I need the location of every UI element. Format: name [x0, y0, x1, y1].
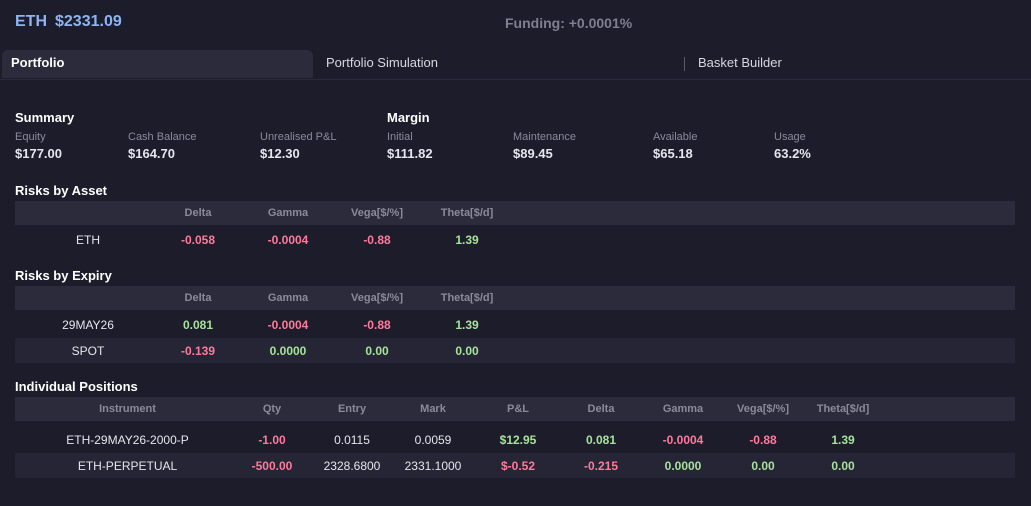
instrument-name: ETH-PERPETUAL — [77, 459, 178, 473]
theta-value: 0.00 — [455, 344, 479, 358]
column-header: P&L — [507, 403, 529, 415]
delta-value: -0.058 — [180, 233, 216, 247]
delta-value: -0.215 — [583, 459, 619, 473]
table-row: SPOT -0.139 0.0000 0.00 0.00 — [15, 338, 1015, 363]
tab-basket-builder[interactable]: Basket Builder — [698, 55, 782, 70]
entry-value: 0.0115 — [334, 433, 370, 447]
column-header: Gamma — [662, 403, 704, 415]
tab-bar: Portfolio Portfolio Simulation Basket Bu… — [0, 50, 1031, 80]
margin-usage-value: 63.2% — [774, 146, 811, 161]
available-margin-value: $65.18 — [653, 146, 693, 161]
unrealised-pnl-label: Unrealised P&L — [260, 131, 337, 143]
gamma-value: 0.0000 — [269, 344, 307, 358]
tab-portfolio[interactable]: Portfolio — [2, 50, 313, 78]
entry-value: 2328.6800 — [323, 459, 381, 473]
vega-value: -0.88 — [363, 233, 391, 247]
theta-value: 1.39 — [831, 433, 855, 447]
row-name: ETH — [76, 233, 100, 247]
risks-by-asset-title: Risks by Asset — [15, 183, 108, 198]
column-header: Mark — [420, 403, 446, 415]
maintenance-margin-label: Maintenance — [513, 131, 576, 143]
column-header: Delta — [184, 292, 212, 304]
column-header: Theta[$/d] — [440, 207, 494, 219]
column-header: Vega[$/%] — [351, 207, 403, 219]
unrealised-pnl-value: $12.30 — [260, 146, 300, 161]
margin-usage-label: Usage — [774, 131, 806, 143]
table-row: 29MAY26 0.081 -0.0004 -0.88 1.39 — [15, 312, 1015, 337]
column-header: Vega[$/%] — [351, 292, 403, 304]
row-name: 29MAY26 — [62, 318, 114, 332]
positions-title: Individual Positions — [15, 379, 138, 394]
column-header: Gamma — [267, 207, 309, 219]
mark-value: 2331.1000 — [404, 459, 462, 473]
mark-value: 0.0059 — [414, 433, 452, 447]
cash-balance-label: Cash Balance — [128, 131, 197, 143]
table-row[interactable]: ETH-PERPETUAL -500.00 2328.6800 2331.100… — [15, 453, 1015, 478]
column-header: Vega[$/%] — [737, 403, 789, 415]
delta-value: 0.081 — [585, 433, 617, 447]
asset-price: $2331.09 — [55, 13, 122, 30]
row-name: SPOT — [71, 344, 105, 358]
initial-margin-value: $111.82 — [387, 146, 433, 161]
column-header: Delta — [184, 207, 212, 219]
pnl-value: $-0.52 — [500, 459, 536, 473]
asset-symbol: ETH — [15, 13, 47, 30]
top-bar: ETH $2331.09 Funding: +0.0001% — [0, 0, 1031, 46]
qty-value: -1.00 — [258, 433, 286, 447]
theta-value: 1.39 — [455, 318, 479, 332]
column-header: Entry — [337, 403, 367, 415]
summary-title: Summary — [15, 110, 75, 125]
vega-value: -0.88 — [363, 318, 391, 332]
risks-by-expiry-title: Risks by Expiry — [15, 268, 112, 283]
initial-margin-label: Initial — [387, 131, 413, 143]
column-header: Qty — [262, 403, 282, 415]
gamma-value: -0.0004 — [267, 233, 309, 247]
theta-value: 0.00 — [831, 459, 855, 473]
column-header: Theta[$/d] — [816, 403, 870, 415]
table-row[interactable]: ETH-29MAY26-2000-P -1.00 0.0115 0.0059 $… — [15, 427, 1015, 452]
column-header: Instrument — [99, 403, 156, 415]
gamma-value: 0.0000 — [664, 459, 702, 473]
vega-value: -0.88 — [749, 433, 777, 447]
available-margin-label: Available — [653, 131, 698, 143]
risks-by-asset-header: Delta Gamma Vega[$/%] Theta[$/d] — [15, 201, 1015, 225]
column-header: Delta — [587, 403, 615, 415]
gamma-value: -0.0004 — [662, 433, 704, 447]
theta-value: 1.39 — [455, 233, 479, 247]
vega-value: 0.00 — [365, 344, 389, 358]
equity-label: Equity — [15, 131, 46, 143]
funding-rate: Funding: +0.0001% — [505, 15, 633, 31]
risks-by-expiry-header: Delta Gamma Vega[$/%] Theta[$/d] — [15, 286, 1015, 310]
tab-portfolio-simulation[interactable]: Portfolio Simulation — [326, 55, 438, 70]
delta-value: 0.081 — [182, 318, 214, 332]
maintenance-margin-value: $89.45 — [513, 146, 553, 161]
instrument-name: ETH-29MAY26-2000-P — [66, 433, 189, 447]
delta-value: -0.139 — [180, 344, 216, 358]
tab-divider — [684, 57, 685, 71]
cash-balance-value: $164.70 — [128, 146, 175, 161]
table-row: ETH -0.058 -0.0004 -0.88 1.39 — [15, 227, 1015, 252]
margin-title: Margin — [387, 110, 430, 125]
column-header: Gamma — [267, 292, 309, 304]
equity-value: $177.00 — [15, 146, 62, 161]
vega-value: 0.00 — [751, 459, 775, 473]
column-header: Theta[$/d] — [440, 292, 494, 304]
gamma-value: -0.0004 — [267, 318, 309, 332]
positions-header: Instrument Qty Entry Mark P&L Delta Gamm… — [15, 397, 1015, 421]
pnl-value: $12.95 — [499, 433, 537, 447]
qty-value: -500.00 — [251, 459, 293, 473]
